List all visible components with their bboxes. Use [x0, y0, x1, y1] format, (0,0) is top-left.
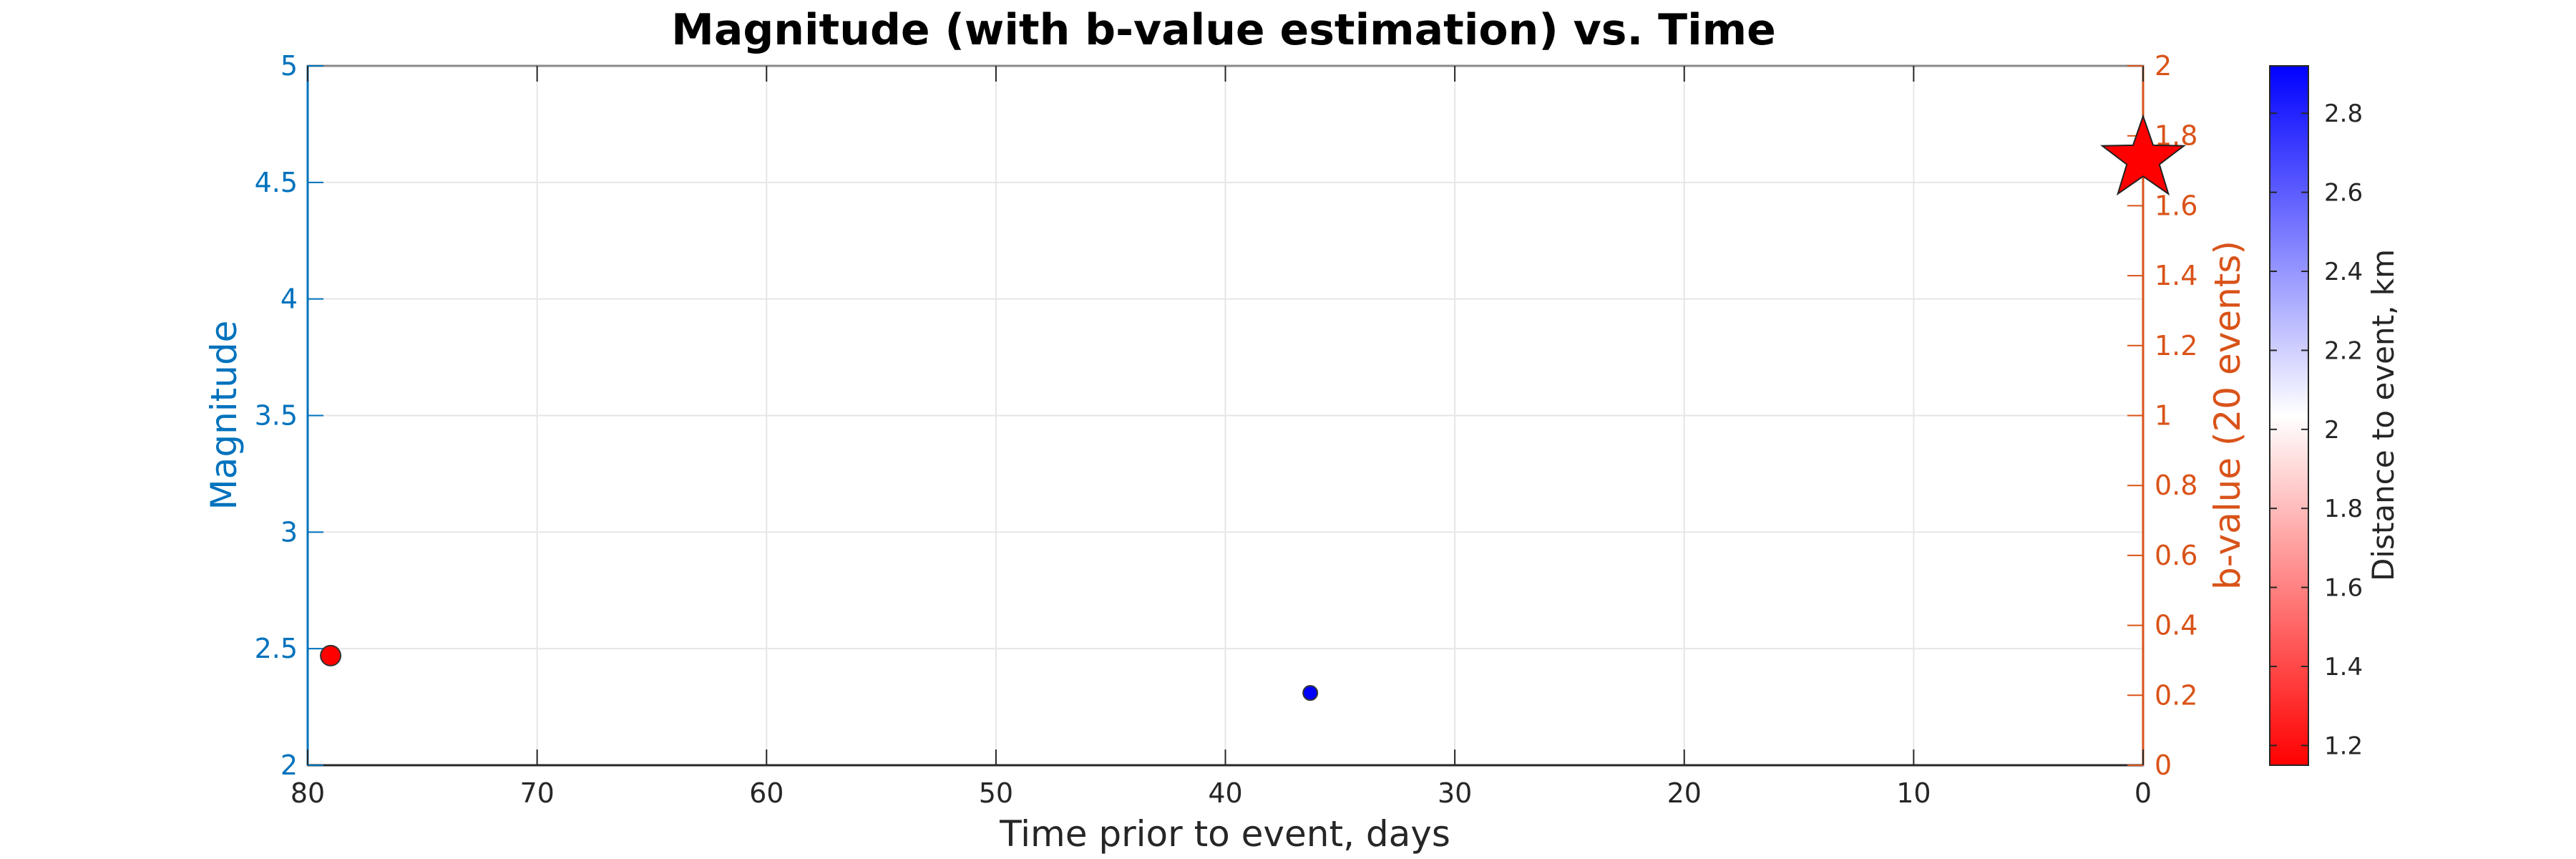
x-tick-label: 80 [291, 777, 325, 809]
x-tick-label: 30 [1438, 777, 1472, 809]
right-y-tick-label: 1 [2155, 400, 2172, 432]
colorbar-tick-label: 1.8 [2324, 495, 2363, 523]
colorbar-tick-label: 2.4 [2324, 258, 2363, 286]
right-y-axis-label: b-value (20 events) [2207, 241, 2248, 590]
left-y-tick-label: 3 [280, 516, 298, 548]
colorbar-tick-label: 1.6 [2324, 574, 2363, 603]
right-y-tick-label: 0.8 [2155, 470, 2197, 501]
left-y-axis-label: Magnitude [203, 321, 245, 510]
x-tick-label: 0 [2135, 777, 2152, 809]
right-y-tick-label: 0 [2155, 749, 2172, 781]
right-y-tick-label: 1.2 [2155, 330, 2197, 361]
x-axis-label: Time prior to event, days [999, 813, 1450, 855]
data-points [320, 114, 2187, 702]
colorbar-label: Distance to event, km [2366, 249, 2401, 581]
x-tick-label: 10 [1896, 777, 1931, 809]
colorbar-tick-label: 2.8 [2324, 100, 2363, 128]
left-y-axis-ticks: 2 2.5 3 3.5 4 4.5 5 [255, 50, 323, 781]
colorbar-tick-label: 2.2 [2324, 336, 2363, 365]
right-y-tick-label: 0.4 [2155, 610, 2197, 641]
chart-title: Magnitude (with b-value estimation) vs. … [671, 5, 1776, 55]
left-y-tick-label: 2 [280, 749, 298, 781]
x-tick-label: 60 [749, 777, 784, 809]
right-y-tick-label: 0.6 [2155, 540, 2197, 571]
right-y-tick-label: 2 [2155, 50, 2172, 82]
colorbar-tick-label: 2.6 [2324, 179, 2363, 208]
x-axis-ticks: 80 70 60 50 40 30 20 10 0 [291, 66, 2152, 809]
data-point-1 [320, 644, 342, 666]
colorbar-tick-label: 1.4 [2324, 653, 2363, 681]
x-tick-label: 20 [1667, 777, 1702, 809]
grid-lines [307, 65, 2144, 766]
colorbar-tick-label: 1.2 [2324, 732, 2363, 760]
x-tick-label: 50 [979, 777, 1013, 809]
x-tick-label: 70 [519, 777, 554, 809]
data-point-2 [1302, 685, 1319, 702]
left-y-tick-label: 5 [280, 50, 298, 82]
colorbar [2269, 65, 2309, 766]
colorbar-tick-label: 2 [2324, 416, 2340, 445]
right-y-tick-label: 1.6 [2155, 190, 2197, 221]
right-y-tick-label: 0.2 [2155, 679, 2197, 711]
main-event-star [2099, 114, 2187, 196]
left-y-tick-label: 4 [280, 283, 298, 315]
colorbar-ticks: 1.2 1.4 1.6 1.8 2 2.2 2.4 2.6 2.8 [2270, 100, 2363, 760]
x-tick-label: 40 [1208, 777, 1242, 809]
left-y-tick-label: 2.5 [255, 633, 298, 664]
left-y-tick-label: 3.5 [255, 400, 298, 432]
left-y-tick-label: 4.5 [255, 167, 298, 198]
right-y-tick-label: 1.4 [2155, 260, 2197, 291]
